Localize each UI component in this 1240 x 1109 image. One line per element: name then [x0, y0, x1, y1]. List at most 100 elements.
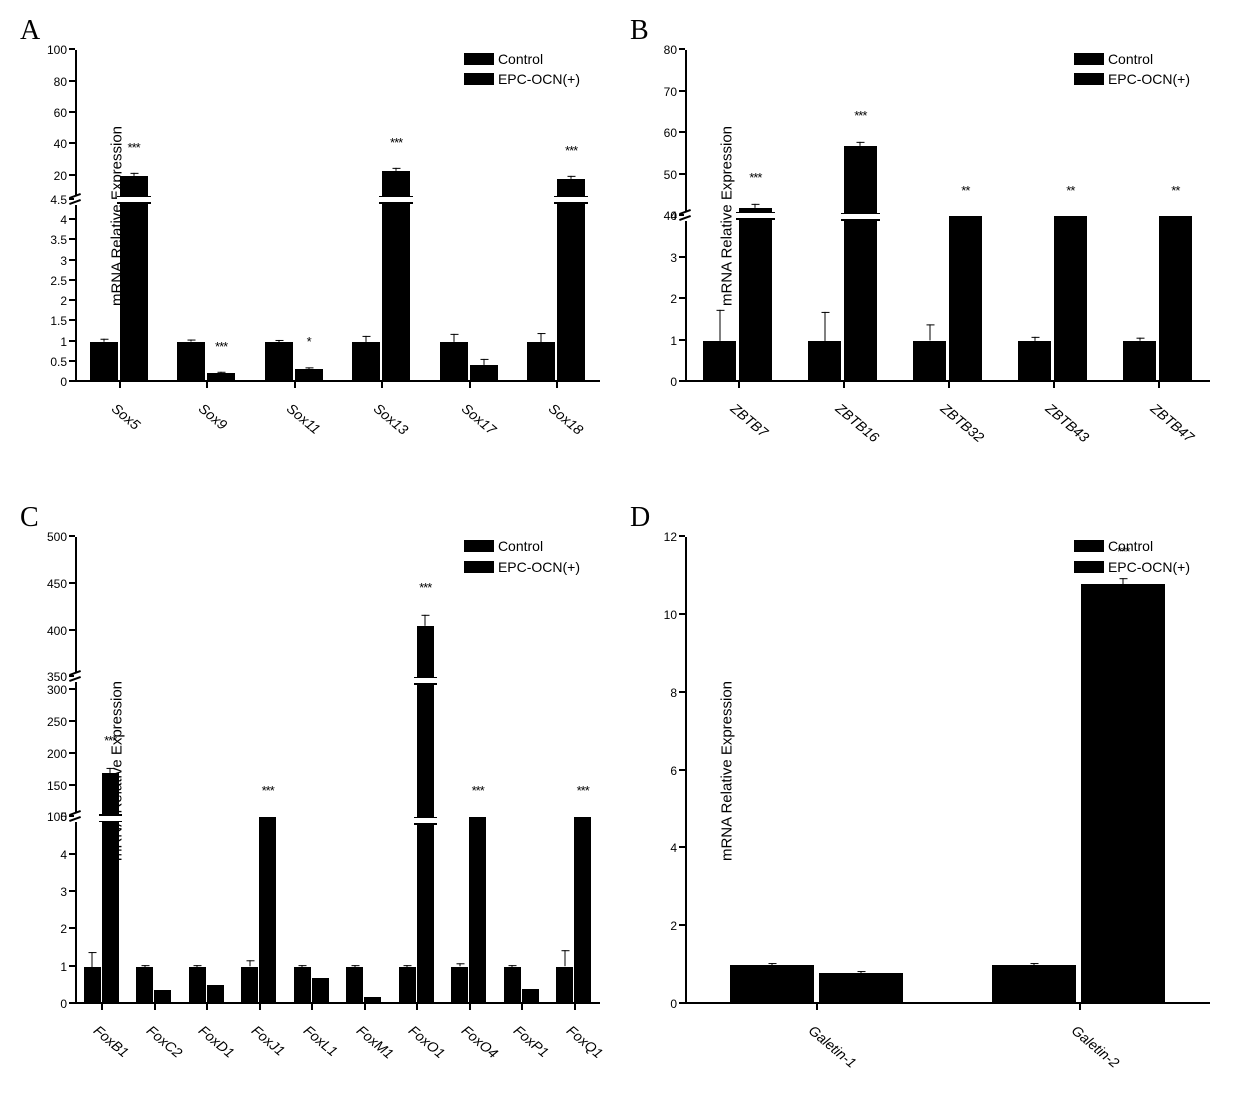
x-tick [469, 1004, 471, 1010]
bar-epc [295, 369, 323, 382]
significance-marker: *** [104, 733, 116, 748]
y-tick-label: 50 [664, 168, 685, 182]
panel-b: BControlEPC-OCN(+)mRNA Relative Expressi… [630, 20, 1220, 467]
y-tick-label: 40 [54, 137, 75, 151]
significance-marker: *** [749, 170, 761, 185]
x-label: ZBTB43 [1042, 400, 1092, 445]
bar-control [346, 967, 363, 1004]
bar-epc [259, 817, 276, 1004]
y-tick-label: 60 [664, 126, 685, 140]
bar-epc [819, 973, 903, 1004]
x-tick [816, 1004, 818, 1010]
y-tick-label: 300 [47, 683, 75, 697]
bar-epc [1081, 584, 1165, 1004]
x-label: FoxP1 [511, 1022, 552, 1060]
panel-label: C [20, 502, 39, 534]
x-label: Sox5 [108, 400, 143, 433]
bar-epc [469, 817, 486, 1004]
significance-marker: *** [854, 108, 866, 123]
x-label: FoxC2 [143, 1022, 185, 1061]
y-tick-label: 4 [670, 841, 685, 855]
y-tick-label: 2 [60, 922, 75, 936]
chart: ControlEPC-OCN(+)mRNA Relative Expressio… [685, 537, 1210, 1004]
x-tick [206, 1004, 208, 1010]
y-tick-label: 4 [60, 848, 75, 862]
y-tick-label: 450 [47, 577, 75, 591]
y-tick-label: 500 [47, 530, 75, 544]
y-tick-label: 100 [47, 43, 75, 57]
significance-marker: *** [472, 783, 484, 798]
bar-epc [382, 171, 410, 382]
significance-marker: *** [577, 783, 589, 798]
panel-label: B [630, 15, 649, 47]
y-tick-label: 0.5 [50, 355, 75, 369]
x-label: FoxJ1 [248, 1022, 287, 1059]
bar-epc [154, 990, 171, 1004]
y-tick-label: 0 [60, 375, 75, 389]
x-label: Galetin-1 [806, 1022, 860, 1071]
y-tick-label: 4 [60, 213, 75, 227]
bar-control [294, 967, 311, 1004]
bar-control [556, 967, 573, 1004]
bar-control [451, 967, 468, 1004]
bar-control [399, 967, 416, 1004]
bar-epc [207, 373, 235, 382]
y-tick-label: 1 [60, 960, 75, 974]
bars: ************* [75, 50, 600, 382]
significance-marker: ** [961, 183, 969, 198]
y-tick-label: 8 [670, 686, 685, 700]
bar-control [352, 342, 380, 383]
significance-marker: *** [215, 339, 227, 354]
x-tick [1053, 382, 1055, 388]
x-label: Sox18 [546, 400, 587, 438]
x-label: FoxL1 [301, 1022, 341, 1059]
chart: ControlEPC-OCN(+)mRNA Relative Expressio… [75, 537, 600, 1004]
bar-control [177, 342, 205, 383]
bar-control [84, 967, 101, 1004]
x-label: Galetin-2 [1068, 1022, 1122, 1071]
x-tick [154, 1004, 156, 1010]
y-tick-label: 1.5 [50, 314, 75, 328]
bar-control [504, 967, 521, 1004]
x-tick [843, 382, 845, 388]
y-tick-label: 3 [60, 254, 75, 268]
y-tick-label: 3.5 [50, 233, 75, 247]
significance-marker: *** [128, 140, 140, 155]
bar-epc [522, 989, 539, 1004]
x-label: Sox11 [283, 400, 323, 437]
x-label: FoxB1 [91, 1022, 132, 1060]
significance-marker: *** [262, 783, 274, 798]
significance-marker: ** [1171, 183, 1179, 198]
x-label: FoxM1 [353, 1022, 396, 1062]
x-label: FoxO4 [458, 1022, 500, 1061]
y-tick-label: 400 [47, 624, 75, 638]
x-label: ZBTB47 [1147, 400, 1197, 445]
x-label: Sox17 [458, 400, 499, 438]
significance-marker: * [307, 334, 311, 349]
bar-control [90, 342, 118, 383]
y-tick-label: 150 [47, 779, 75, 793]
significance-marker: *** [1117, 544, 1129, 559]
x-label: FoxQ1 [563, 1022, 605, 1061]
y-tick-label: 20 [54, 169, 75, 183]
chart: ControlEPC-OCN(+)mRNA Relative Expressio… [685, 50, 1210, 382]
bars: *** [685, 537, 1210, 1004]
y-tick-label: 2.5 [50, 274, 75, 288]
bar-control [992, 965, 1076, 1004]
bar-control [265, 342, 293, 383]
bar-control [1123, 341, 1157, 383]
bar-epc [1159, 216, 1193, 382]
bar-epc [574, 817, 591, 1004]
y-tick-label: 70 [664, 85, 685, 99]
bar-epc [557, 179, 585, 382]
panel-a: AControlEPC-OCN(+)mRNA Relative Expressi… [20, 20, 610, 467]
y-tick-label: 1 [670, 334, 685, 348]
x-tick [119, 382, 121, 388]
y-tick-label: 250 [47, 715, 75, 729]
x-tick [738, 382, 740, 388]
significance-marker: *** [390, 135, 402, 150]
x-tick [206, 382, 208, 388]
y-tick-label: 1 [60, 335, 75, 349]
x-tick [311, 1004, 313, 1010]
x-tick [521, 1004, 523, 1010]
